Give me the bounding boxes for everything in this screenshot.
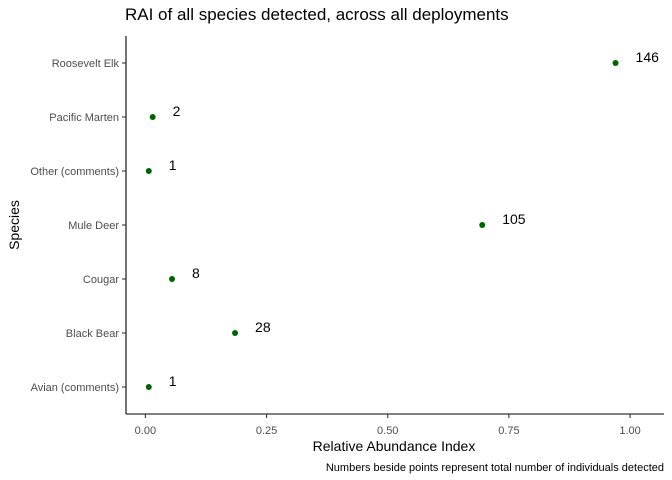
x-tick-label: 0.00 xyxy=(135,425,156,437)
y-tick-label: Other (comments) xyxy=(30,166,119,178)
y-tick-label: Roosevelt Elk xyxy=(52,58,120,70)
chart-caption: Numbers beside points represent total nu… xyxy=(326,462,664,474)
data-point xyxy=(232,330,239,336)
data-point xyxy=(145,384,152,390)
x-tick-label: 0.50 xyxy=(377,425,398,437)
data-label: 1 xyxy=(169,157,177,173)
x-tick-label: 0.75 xyxy=(498,425,519,437)
data-label: 105 xyxy=(502,211,526,227)
chart-title: RAI of all species detected, across all … xyxy=(125,5,509,24)
x-tick-label: 1.00 xyxy=(619,425,640,437)
data-point xyxy=(479,222,486,228)
data-label: 146 xyxy=(636,49,660,65)
data-point xyxy=(149,114,156,120)
data-label: 8 xyxy=(192,265,200,281)
plot-area: 0.00 0.25 0.50 0.75 1.00 Avian (comments) Blac… xyxy=(30,36,664,437)
y-tick-label: Pacific Marten xyxy=(49,112,119,124)
data-point xyxy=(612,60,619,66)
data-label: 28 xyxy=(255,319,271,335)
y-tick-label: Cougar xyxy=(83,274,119,286)
y-tick-label: Black Bear xyxy=(66,328,120,340)
y-tick-label: Avian (comments) xyxy=(31,382,119,394)
x-axis-title: Relative Abundance Index xyxy=(313,438,476,454)
data-label: 1 xyxy=(169,373,177,389)
data-point xyxy=(169,276,176,282)
x-tick-label: 0.25 xyxy=(256,425,277,437)
data-label: 2 xyxy=(173,103,181,119)
y-tick-label: Mule Deer xyxy=(68,220,119,232)
y-axis-title: Species xyxy=(6,200,22,250)
data-point xyxy=(145,168,152,174)
